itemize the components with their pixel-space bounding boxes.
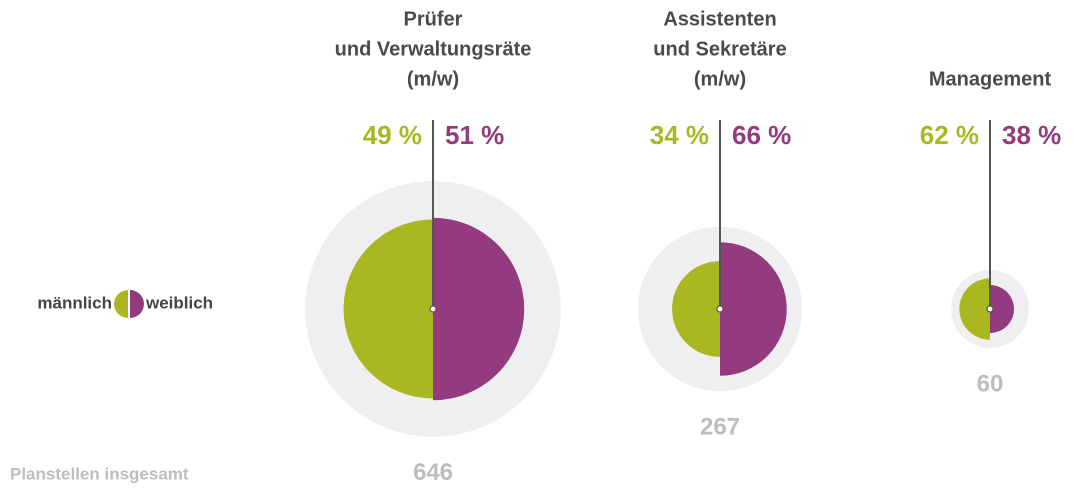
category-title: (m/w) [694, 68, 746, 90]
category-title: Prüfer [404, 8, 463, 30]
category-title: Management [929, 68, 1052, 90]
category-title: und Verwaltungsräte [335, 38, 532, 60]
totals-label: Planstellen insgesamt [10, 464, 189, 483]
total-label: 267 [700, 414, 740, 441]
male-label: 62 % [920, 120, 979, 150]
center-dot [716, 305, 724, 313]
male-label: 49 % [363, 120, 422, 150]
female-label: 51 % [445, 120, 504, 150]
female-label: 38 % [1002, 120, 1061, 150]
category-title: und Sekretäre [653, 38, 786, 60]
female-label: 66 % [732, 120, 791, 150]
category-title: (m/w) [407, 68, 459, 90]
male-half [959, 278, 990, 340]
legend-label: männlich [37, 293, 112, 312]
center-dot [429, 305, 437, 313]
category-title: Assistenten [663, 8, 776, 30]
total-label: 646 [413, 459, 453, 486]
male-half [343, 219, 433, 399]
female-half [720, 242, 787, 376]
total-label: 60 [977, 370, 1004, 397]
female-half [990, 284, 1014, 334]
male-half [672, 261, 720, 357]
legend-label: weiblich [145, 293, 213, 312]
male-label: 34 % [650, 120, 709, 150]
legend-icon [130, 290, 144, 318]
legend-icon [114, 290, 128, 318]
female-half [433, 217, 525, 401]
center-dot [986, 305, 994, 313]
